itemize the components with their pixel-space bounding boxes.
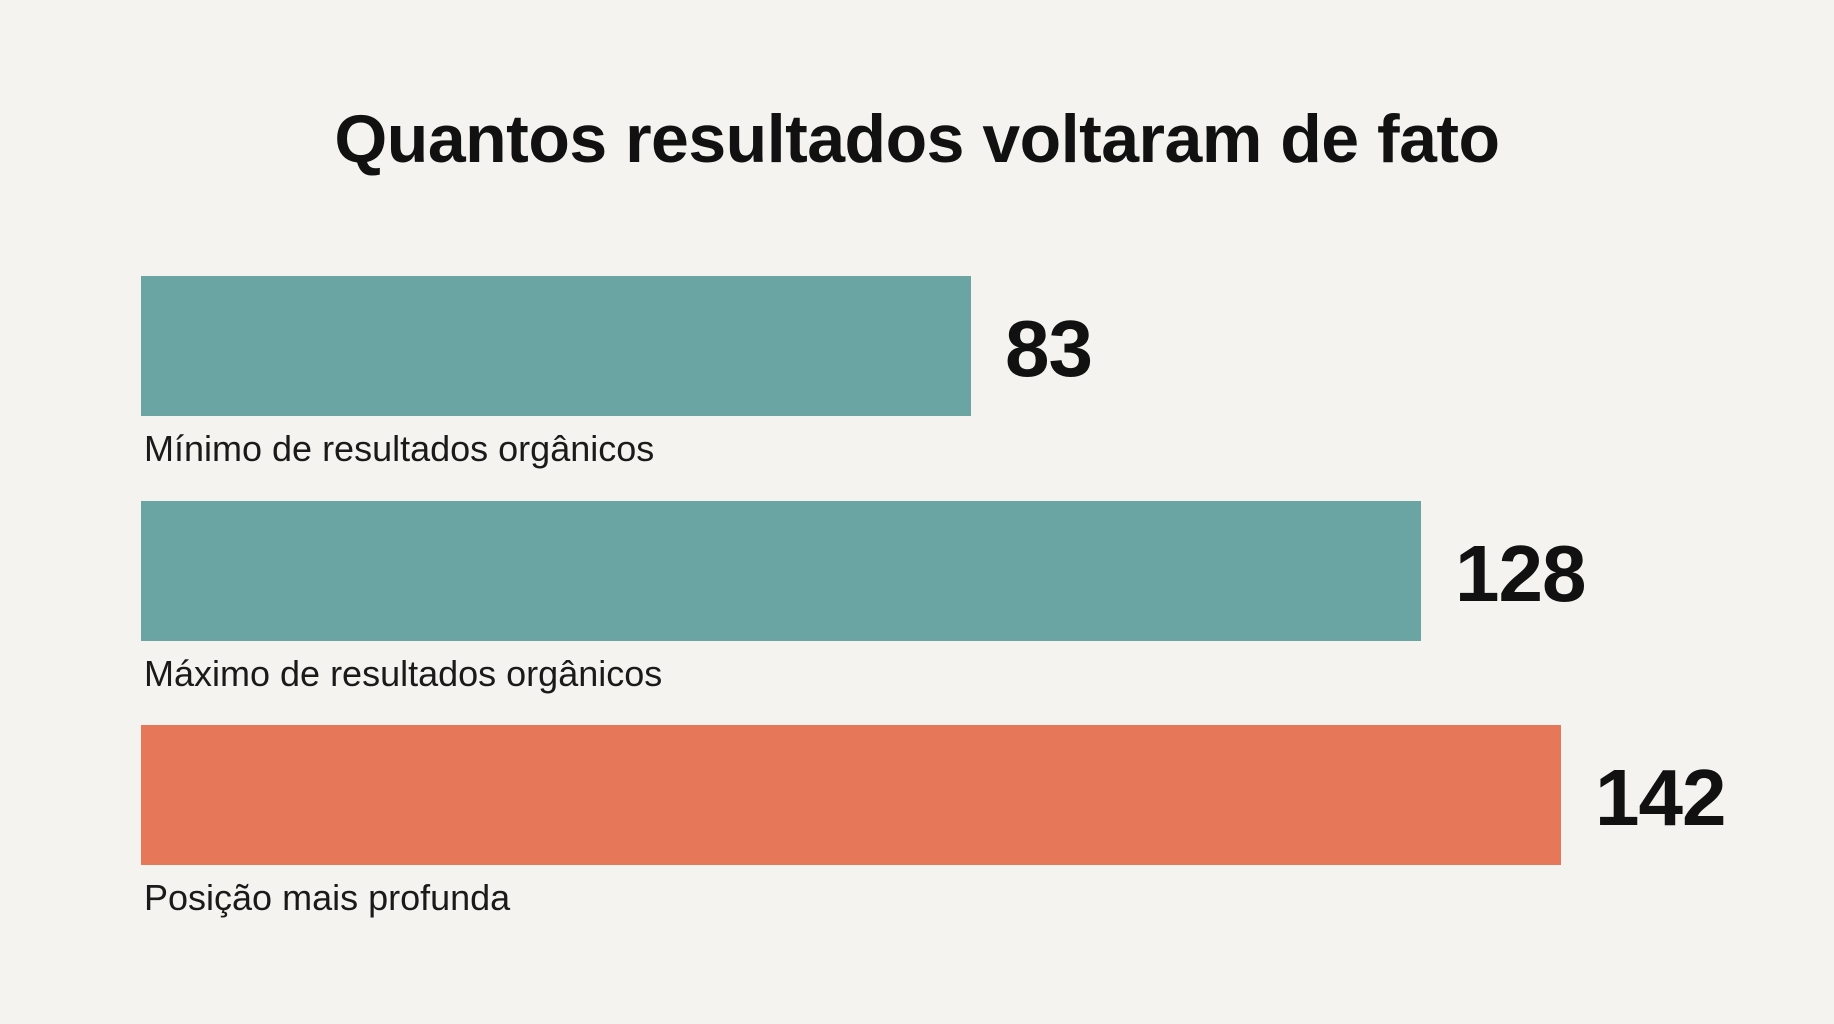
bar-2 [141, 501, 1421, 641]
bar-1 [141, 276, 971, 416]
bar-category-label: Posição mais profunda [144, 877, 511, 918]
bar-value-label: 83 [1005, 304, 1093, 393]
bar-value-label: 128 [1455, 529, 1586, 618]
bar-category-label: Máximo de resultados orgânicos [144, 653, 663, 694]
bar-value-label: 142 [1595, 753, 1726, 842]
bar-3 [141, 725, 1561, 865]
chart-title: Quantos resultados voltaram de fato [334, 101, 1500, 177]
bar-category-label: Mínimo de resultados orgânicos [144, 428, 655, 469]
